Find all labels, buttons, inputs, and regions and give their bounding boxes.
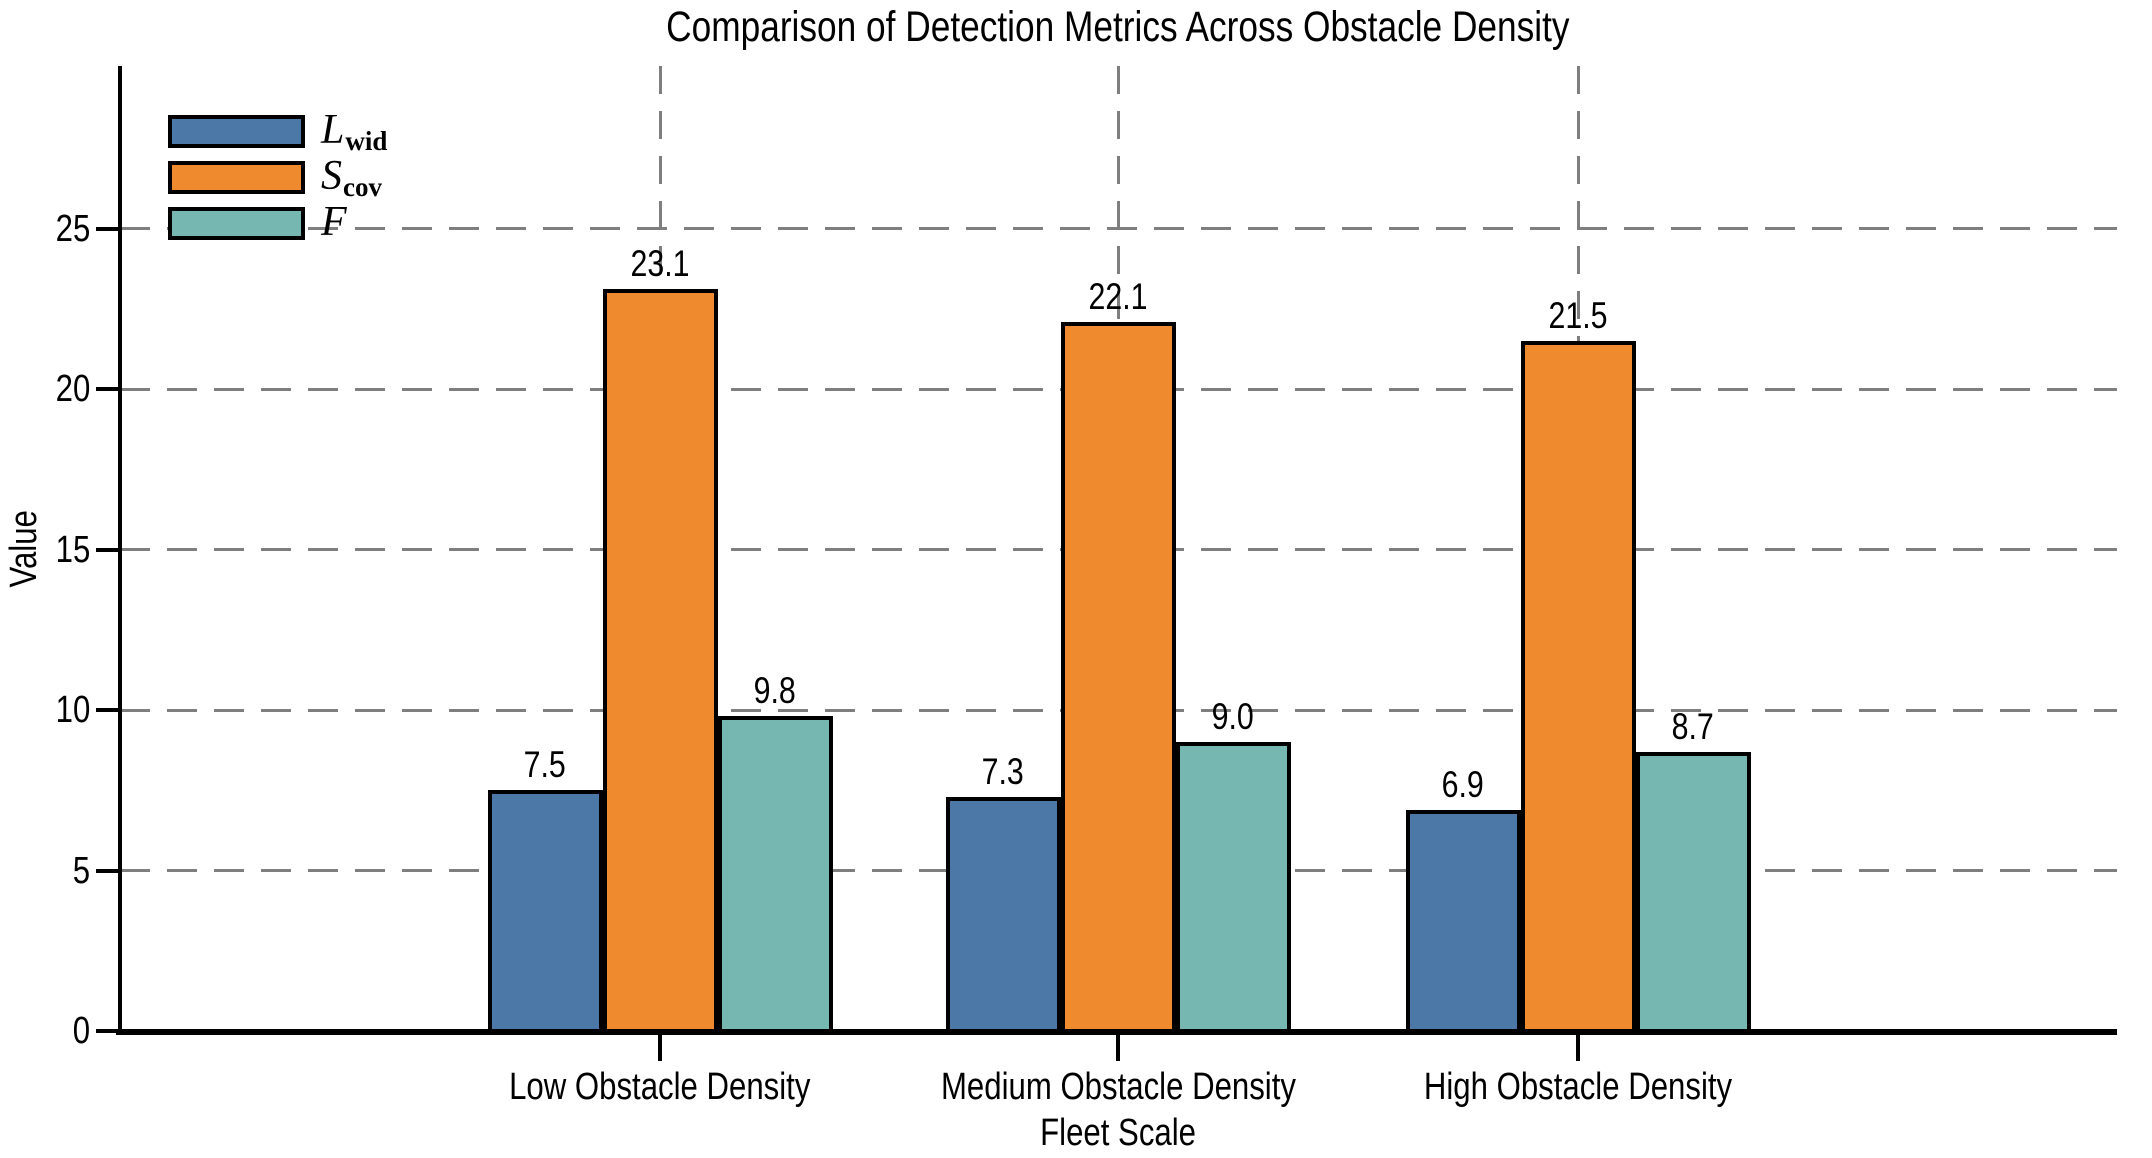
legend-item-F: F	[168, 199, 588, 245]
y-tick-mark	[96, 708, 120, 712]
bar-value-text: 21.5	[1548, 294, 1608, 336]
x-tick-label-2: High Obstacle Density	[1298, 1066, 1858, 1108]
bar-value-label: 23.1	[570, 245, 750, 283]
legend: Lwid Scov F	[168, 107, 588, 245]
x-tick-text: High Obstacle Density	[1423, 1066, 1733, 1108]
bar-value-label: 6.9	[1373, 763, 1553, 805]
y-tick-text: 20	[55, 368, 90, 410]
y-tick-text: 25	[55, 207, 90, 250]
bar-S_cov-1	[1060, 321, 1176, 1033]
y-tick-label: 15	[10, 530, 90, 570]
x-tick-mark	[658, 1035, 662, 1061]
y-tick-text: 15	[55, 528, 90, 571]
x-axis-label-text: Fleet Scale	[1040, 1112, 1196, 1154]
legend-item-S_cov: Scov	[168, 153, 588, 202]
bar-value-label: 21.5	[1488, 294, 1668, 336]
chart-title: Comparison of Detection Metrics Across O…	[318, 3, 1918, 54]
bar-value-text: 7.3	[981, 750, 1025, 792]
legend-label-L_wid: Lwid	[321, 106, 388, 156]
y-tick-mark	[96, 387, 120, 391]
y-tick-mark	[96, 226, 120, 231]
legend-swatch-L_wid	[168, 115, 305, 148]
bar-S_cov-0	[602, 289, 718, 1033]
bar-value-label: 9.8	[685, 672, 865, 710]
y-tick-text: 5	[72, 849, 90, 892]
x-tick-label-1: Medium Obstacle Density	[838, 1066, 1398, 1108]
legend-label-subscript: wid	[345, 126, 388, 156]
y-tick-mark	[96, 868, 120, 873]
x-tick-mark	[1116, 1035, 1120, 1061]
y-axis-line	[118, 66, 122, 1033]
bar-F-2	[1635, 751, 1751, 1033]
y-tick-label: 20	[10, 369, 90, 409]
x-axis-label: Fleet Scale	[868, 1112, 1368, 1154]
legend-label-main: S	[321, 153, 342, 199]
legend-item-L_wid: Lwid	[168, 107, 588, 156]
bar-F-0	[717, 716, 833, 1033]
bar-value-text: 23.1	[630, 243, 690, 285]
x-tick-text: Low Obstacle Density	[509, 1066, 811, 1108]
legend-label-F: F	[321, 198, 347, 248]
bar-L_wid-0	[487, 790, 603, 1033]
bar-value-label: 8.7	[1603, 705, 1783, 747]
y-tick-label: 25	[10, 209, 90, 249]
bar-value-text: 22.1	[1088, 275, 1148, 317]
bar-value-label: 22.1	[1028, 275, 1208, 317]
bar-F-1	[1175, 742, 1291, 1033]
legend-label-subscript: cov	[343, 172, 382, 202]
bar-S_cov-2	[1520, 340, 1636, 1033]
y-tick-text: 0	[72, 1010, 90, 1052]
legend-label-S_cov: Scov	[321, 152, 382, 202]
y-tick-mark	[96, 1029, 120, 1033]
bar-value-text: 9.0	[1211, 696, 1255, 738]
x-tick-mark	[1576, 1035, 1580, 1061]
x-tick-label-0: Low Obstacle Density	[380, 1066, 940, 1108]
x-axis-line	[116, 1029, 2117, 1035]
y-tick-text: 10	[55, 689, 90, 731]
y-tick-label: 0	[10, 1011, 90, 1051]
bar-value-label: 7.5	[455, 746, 635, 784]
bar-value-text: 7.5	[523, 744, 567, 786]
y-tick-label: 5	[10, 851, 90, 891]
legend-swatch-S_cov	[168, 161, 305, 194]
bar-value-text: 8.7	[1671, 705, 1715, 747]
x-tick-text: Medium Obstacle Density	[940, 1066, 1296, 1108]
y-tick-label: 10	[10, 690, 90, 730]
legend-label-main: L	[321, 107, 345, 153]
bar-value-text: 9.8	[753, 670, 797, 712]
bar-value-label: 9.0	[1143, 698, 1323, 736]
bar-value-label: 7.3	[913, 750, 1093, 792]
legend-label-main: F	[321, 199, 347, 245]
chart-title-text: Comparison of Detection Metrics Across O…	[666, 3, 1570, 51]
bar-value-text: 6.9	[1441, 763, 1485, 805]
bar-L_wid-2	[1405, 809, 1521, 1033]
y-tick-mark	[96, 547, 120, 552]
bar-L_wid-1	[945, 796, 1061, 1033]
legend-swatch-F	[168, 207, 305, 240]
